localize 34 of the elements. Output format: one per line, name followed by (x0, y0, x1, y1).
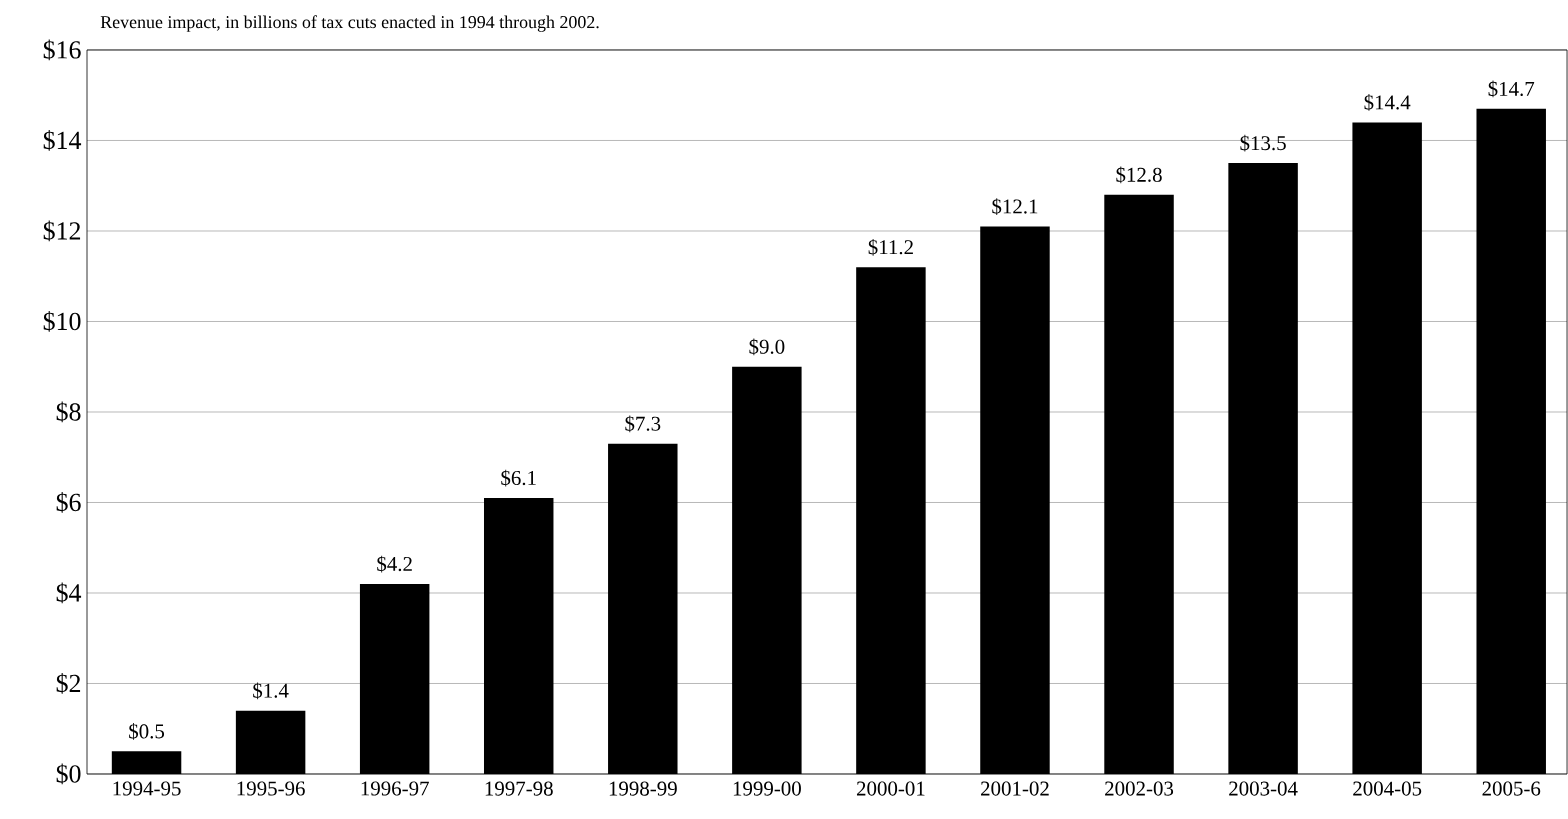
data-label: $11.2 (868, 238, 913, 256)
y-tick-label: $12 (43, 220, 81, 242)
data-label: $0.5 (129, 723, 165, 740)
y-tick-label: $8 (56, 401, 81, 423)
x-tick-label: 1997-98 (485, 781, 553, 796)
y-tick-label: $10 (43, 311, 81, 332)
x-tick-label: 2004-05 (1353, 781, 1422, 796)
data-label: $6.1 (501, 469, 536, 487)
data-label: $4.2 (377, 555, 412, 573)
x-tick-label: 2003-04 (1229, 781, 1298, 796)
x-tick-label: 1994-95 (113, 781, 181, 796)
x-tick-label: 1999-00 (733, 781, 801, 796)
x-tick-label: 2000-01 (856, 781, 925, 796)
x-tick-label: 2002-03 (1105, 781, 1174, 796)
y-tick-label: $4 (56, 582, 82, 604)
data-label: $12.8 (1116, 166, 1162, 184)
data-label: $14.7 (1488, 80, 1535, 98)
y-tick-label: $2 (56, 673, 81, 694)
y-tick-label: $14 (43, 130, 82, 151)
data-label: $9.0 (749, 338, 785, 356)
x-tick-label: 1996-97 (361, 781, 429, 796)
y-tick-label: $6 (56, 492, 81, 513)
y-tick-label: $16 (43, 39, 81, 61)
x-tick-label: 2005-6 (1482, 781, 1541, 796)
data-label: $1.4 (253, 682, 289, 700)
y-tick-label: $0 (56, 763, 81, 785)
data-label: $7.3 (625, 415, 661, 433)
x-tick-label: 1995-96 (237, 781, 305, 796)
data-label: $14.4 (1364, 94, 1411, 111)
x-tick-label: 1998-99 (609, 781, 677, 796)
chart-title: Revenue impact, in billions of tax cuts enacted in 1994 through 2002. (100, 15, 599, 32)
x-tick-label: 2001-02 (981, 781, 1049, 796)
data-label: $12.1 (992, 198, 1038, 215)
data-label: $13.5 (1240, 134, 1286, 152)
